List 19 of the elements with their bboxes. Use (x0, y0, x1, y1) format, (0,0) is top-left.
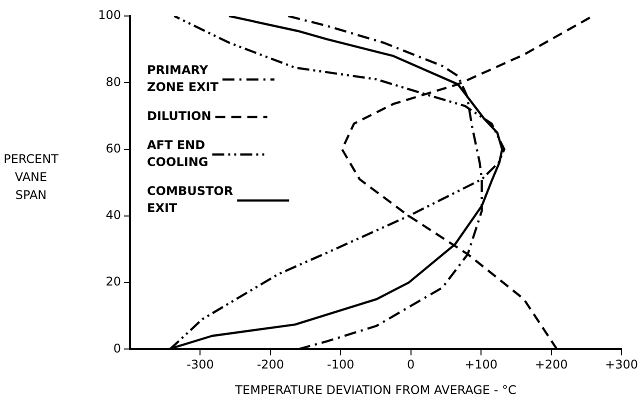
x-tick-label: -300 (186, 358, 214, 372)
legend-label: AFT END COOLING (147, 138, 208, 170)
x-tick-label: -200 (256, 358, 284, 372)
y-tick-label: 60 (106, 141, 121, 156)
y-axis-title: PERCENT VANE SPAN (2, 151, 60, 204)
x-tick-label: +100 (464, 358, 498, 372)
x-axis-title: TEMPERATURE DEVIATION FROM AVERAGE - °C (234, 382, 516, 397)
y-tick-label: 80 (106, 74, 121, 89)
legend-label: DILUTION (147, 109, 212, 124)
legend-label: PRIMARY ZONE EXIT (147, 63, 220, 94)
legend-label: COMBUSTOR EXIT (147, 184, 234, 216)
x-tick-label: +200 (534, 358, 568, 372)
y-tick-label: 100 (98, 8, 121, 22)
y-tick-label: 40 (106, 208, 121, 222)
y-tick-label: 20 (106, 274, 121, 289)
x-tick-label: +300 (605, 358, 638, 372)
y-tick-label: 0 (113, 341, 121, 356)
x-tick-label: 0 (407, 358, 415, 372)
x-tick-label: -100 (327, 358, 354, 372)
